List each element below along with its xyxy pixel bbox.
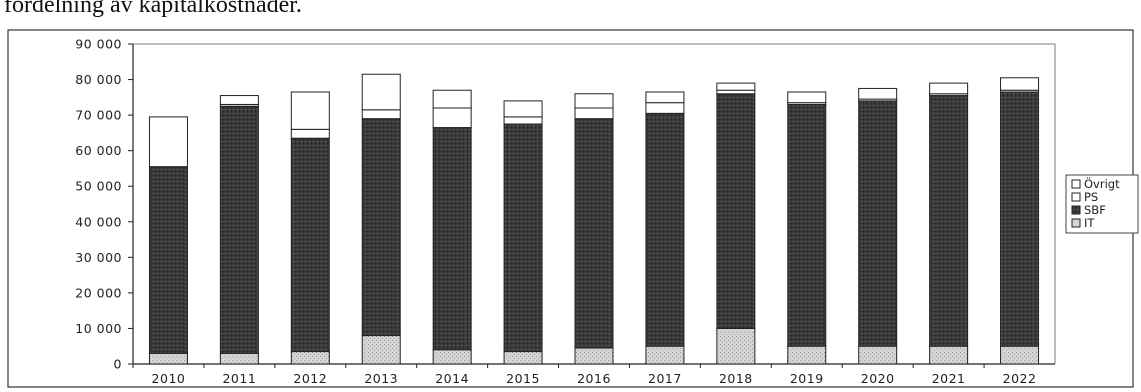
- legend-label: IT: [1084, 216, 1095, 230]
- bar-segment-sbf: [290, 137, 330, 353]
- bar-segment-it: [503, 351, 543, 365]
- bar-segment-it: [787, 345, 827, 365]
- legend-swatch: [1071, 179, 1081, 189]
- legend-swatch: [1071, 192, 1081, 202]
- bar-segment-sbf: [432, 127, 472, 351]
- caption-text: fördelning av kapitalkostnader.: [4, 0, 302, 18]
- bar-segment-ps: [716, 89, 756, 95]
- x-tick-label: 2010: [152, 371, 186, 386]
- x-tick-label: 2020: [861, 371, 895, 386]
- bar-segment-sbf: [929, 95, 969, 347]
- y-tick-label: 90 000: [75, 37, 122, 52]
- x-tick-label: 2015: [506, 371, 540, 386]
- bar-segment-ovrigt: [290, 91, 330, 130]
- bar-segment-ps: [361, 109, 401, 120]
- bar-segment-sbf: [219, 105, 259, 354]
- x-tick-label: 2021: [932, 371, 966, 386]
- bar-segment-it: [148, 352, 188, 365]
- x-tick-label: 2013: [364, 371, 398, 386]
- bar-segment-it: [929, 345, 969, 365]
- bar-segment-ovrigt: [148, 116, 188, 168]
- bar-segment-ovrigt: [432, 89, 472, 109]
- y-tick-label: 40 000: [75, 214, 122, 229]
- bar-segment-ovrigt: [858, 87, 898, 100]
- bar-segment-sbf: [148, 166, 188, 354]
- legend-label: SBF: [1084, 203, 1106, 217]
- bar-segment-ps: [290, 128, 330, 139]
- legend-label: PS: [1084, 190, 1098, 204]
- bar-segment-sbf: [1000, 91, 1040, 347]
- bar-segment-sbf: [503, 123, 543, 353]
- bar-segment-it: [1000, 345, 1040, 365]
- bar-segment-ovrigt: [929, 82, 969, 95]
- y-tick-label: 20 000: [75, 285, 122, 300]
- x-tick-label: 2011: [222, 371, 256, 386]
- bar-segment-sbf: [787, 103, 827, 347]
- bar-segment-it: [716, 327, 756, 365]
- bar-segment-ps: [432, 107, 472, 129]
- x-tick-label: 2022: [1003, 371, 1037, 386]
- legend-label: Övrigt: [1084, 175, 1120, 191]
- bar-segment-ps: [503, 116, 543, 125]
- bar-segment-sbf: [645, 112, 685, 347]
- bar-segment-ovrigt: [574, 93, 614, 109]
- bar-segment-it: [219, 352, 259, 365]
- y-tick-label: 0: [114, 357, 122, 372]
- y-tick-label: 80 000: [75, 72, 122, 87]
- bar-segment-ovrigt: [361, 73, 401, 111]
- bar-segment-ovrigt: [1000, 77, 1040, 91]
- bar-segment-it: [432, 349, 472, 365]
- x-tick-label: 2012: [293, 371, 327, 386]
- bar-segment-sbf: [716, 93, 756, 329]
- y-tick-label: 70 000: [75, 108, 122, 123]
- legend-swatch: [1071, 205, 1081, 215]
- x-tick-label: 2017: [648, 371, 682, 386]
- bar-segment-sbf: [858, 100, 898, 347]
- bar-segment-ovrigt: [787, 91, 827, 104]
- y-tick-label: 60 000: [75, 143, 122, 158]
- legend-swatch: [1071, 218, 1081, 228]
- bar-segment-it: [645, 345, 685, 365]
- bar-segment-sbf: [574, 118, 614, 349]
- bar-segment-ps: [574, 107, 614, 120]
- bar-segment-sbf: [361, 118, 401, 337]
- bar-segment-it: [858, 345, 898, 365]
- bar-segment-ps: [645, 102, 685, 114]
- bar-segment-ovrigt: [645, 91, 685, 104]
- x-tick-label: 2019: [790, 371, 824, 386]
- bar-segment-it: [361, 335, 401, 365]
- bar-segment-ovrigt: [503, 100, 543, 118]
- y-tick-label: 10 000: [75, 321, 122, 336]
- bar-segment-ovrigt: [219, 95, 259, 105]
- x-tick-label: 2014: [435, 371, 469, 386]
- bar-segment-it: [290, 351, 330, 365]
- bar-segment-it: [574, 347, 614, 365]
- x-tick-label: 2016: [577, 371, 611, 386]
- bar-segment-ovrigt: [716, 82, 756, 91]
- x-tick-label: 2018: [719, 371, 753, 386]
- y-tick-label: 50 000: [75, 179, 122, 194]
- y-tick-label: 30 000: [75, 250, 122, 265]
